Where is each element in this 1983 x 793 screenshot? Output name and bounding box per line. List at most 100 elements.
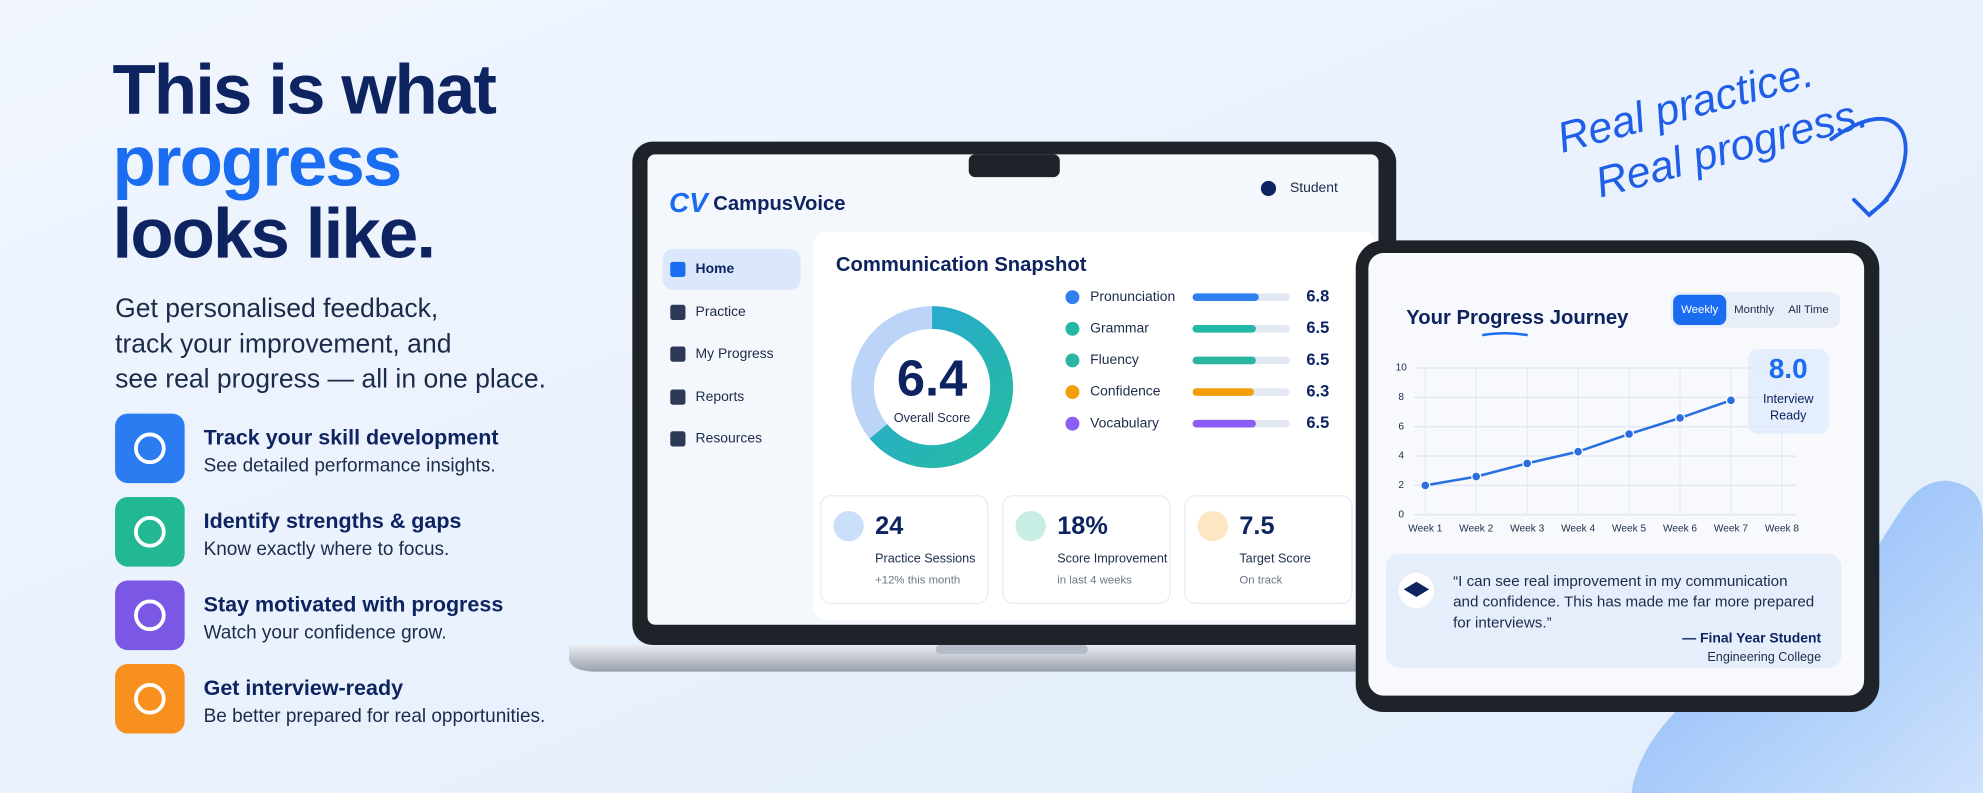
feature-glyph xyxy=(134,516,166,548)
y-tick-label: 8 xyxy=(1398,392,1404,403)
user-name: Student xyxy=(1290,179,1338,195)
subtitle: Get personalised feedback, xyxy=(115,293,438,323)
feature-title: Identify strengths & gaps xyxy=(204,509,462,533)
skill-value: 6.5 xyxy=(1306,351,1329,369)
badge-label: Interview xyxy=(1763,392,1814,406)
stat-card xyxy=(1002,495,1171,604)
overall-label: Overall Score xyxy=(894,411,970,425)
stat-label: Target Score xyxy=(1239,551,1311,565)
nav-icon xyxy=(670,261,686,277)
x-tick-label: Week 4 xyxy=(1561,523,1595,534)
feature-icon xyxy=(115,663,185,734)
skill-bar xyxy=(1192,419,1256,428)
nav-icon xyxy=(670,431,686,447)
feature-description: Be better prepared for real opportunitie… xyxy=(204,706,546,727)
y-tick-label: 0 xyxy=(1398,509,1404,520)
skill-dot xyxy=(1065,290,1080,305)
title-underline xyxy=(1481,332,1528,337)
y-tick-label: 6 xyxy=(1398,421,1404,432)
tab: Monthly xyxy=(1734,304,1774,316)
stat-icon xyxy=(833,510,864,542)
feature-title: Track your skill development xyxy=(204,426,499,450)
skill-bar xyxy=(1192,293,1259,302)
tab: Weekly xyxy=(1681,304,1718,316)
headline: looks like. xyxy=(113,195,435,274)
skill-value: 6.5 xyxy=(1306,319,1329,337)
brand-logo: CV xyxy=(669,187,710,218)
skill-name: Pronunciation xyxy=(1090,288,1175,304)
tab: All Time xyxy=(1788,304,1828,316)
tab-active xyxy=(1673,294,1727,326)
skill-dot xyxy=(1065,416,1080,431)
progress-point xyxy=(1725,395,1737,406)
stat-label: Practice Sessions xyxy=(875,551,975,565)
skill-name: Confidence xyxy=(1090,383,1161,399)
laptop-groove xyxy=(935,645,1088,654)
nav-icon xyxy=(670,389,686,405)
skill-dot xyxy=(1065,321,1080,336)
feature-description: Know exactly where to focus. xyxy=(204,539,450,560)
stat-value: 24 xyxy=(875,512,903,540)
stat-card xyxy=(1184,495,1353,604)
nav-item: Home xyxy=(696,260,735,276)
progress-point xyxy=(1420,480,1431,491)
user-icon xyxy=(1260,180,1277,197)
stat-icon xyxy=(1197,510,1228,542)
skill-bar xyxy=(1192,388,1254,396)
x-tick-label: Week 2 xyxy=(1459,523,1493,534)
laptop-base xyxy=(569,645,1414,672)
stat-note: +12% this month xyxy=(875,575,960,587)
laptop-notch xyxy=(968,154,1060,178)
quote-author: — Final Year Student xyxy=(1682,629,1821,645)
panel-title: Communication Snapshot xyxy=(836,254,1087,276)
feature-description: See detailed performance insights. xyxy=(204,456,496,477)
x-tick-label: Week 3 xyxy=(1510,523,1544,534)
stat-card xyxy=(820,495,989,604)
tagline-arrow xyxy=(1829,116,1908,218)
nav-item: My Progress xyxy=(696,345,774,361)
x-tick-label: Week 1 xyxy=(1408,523,1442,534)
stat-value: 18% xyxy=(1057,512,1108,540)
y-tick-label: 10 xyxy=(1396,363,1408,374)
overall-score: 6.4 xyxy=(897,349,967,406)
stat-note: in last 4 weeks xyxy=(1057,575,1132,587)
quote-line: for interviews.” xyxy=(1453,615,1552,632)
stat-note: On track xyxy=(1239,575,1282,587)
nav-icon xyxy=(670,346,686,362)
y-tick-label: 4 xyxy=(1398,451,1404,462)
nav-item: Reports xyxy=(696,388,745,404)
badge-box xyxy=(1747,349,1829,434)
progress-point xyxy=(1674,412,1686,423)
skill-value: 6.8 xyxy=(1306,288,1329,306)
skill-value: 6.3 xyxy=(1306,382,1329,400)
x-tick-label: Week 7 xyxy=(1714,523,1748,534)
quote-affiliation: Engineering College xyxy=(1707,650,1821,664)
skill-name: Grammar xyxy=(1090,320,1149,336)
quote-line: “I can see real improvement in my commun… xyxy=(1453,573,1787,590)
subtitle: track your improvement, and xyxy=(115,328,451,358)
skill-bar xyxy=(1192,325,1256,333)
badge-value: 8.0 xyxy=(1769,353,1808,384)
skill-name: Vocabulary xyxy=(1090,414,1159,430)
progress-point xyxy=(1624,429,1635,440)
stat-icon xyxy=(1015,510,1046,542)
brand-name: CampusVoice xyxy=(713,193,845,215)
stat-value: 7.5 xyxy=(1239,512,1274,540)
nav-active xyxy=(662,249,801,290)
y-tick-label: 2 xyxy=(1398,480,1404,491)
quote-cap xyxy=(1403,581,1430,597)
testimonial-box xyxy=(1386,553,1842,668)
progress-point xyxy=(1573,446,1584,457)
quote-line: and confidence. This has made me far mor… xyxy=(1453,594,1814,611)
subtitle: see real progress — all in one place. xyxy=(115,364,546,394)
skill-value: 6.5 xyxy=(1306,414,1329,432)
feature-icon xyxy=(115,580,185,651)
skill-bar xyxy=(1192,356,1256,365)
progress-point xyxy=(1471,471,1482,482)
donut-arc xyxy=(869,306,1013,468)
feature-title: Get interview-ready xyxy=(204,676,403,700)
progress-point xyxy=(1522,458,1533,469)
feature-glyph xyxy=(134,432,166,465)
